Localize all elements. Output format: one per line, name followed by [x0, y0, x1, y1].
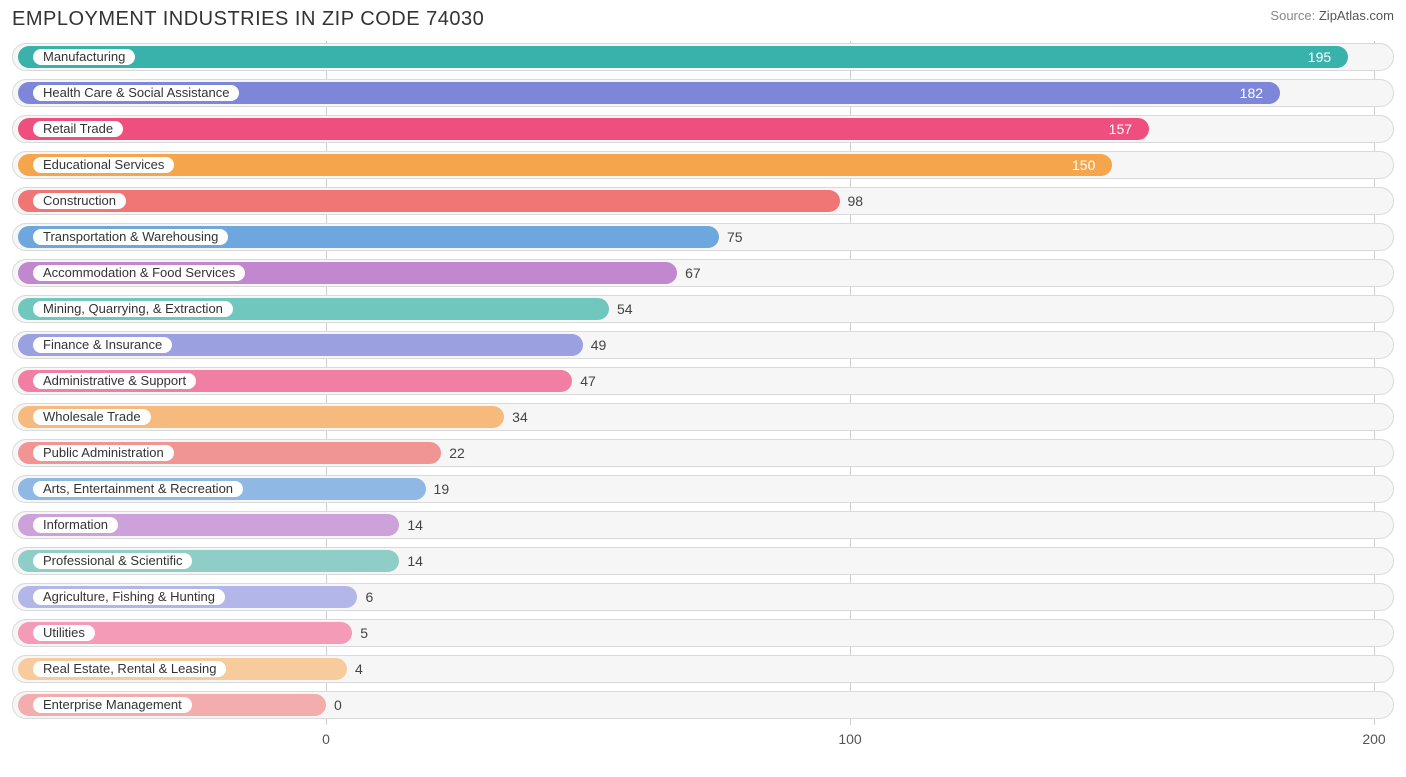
bar-row: Enterprise Management 0 [12, 689, 1394, 721]
value-label: 34 [512, 408, 528, 426]
bar-row: Accommodation & Food Services 67 [12, 257, 1394, 289]
source-value: ZipAtlas.com [1319, 8, 1394, 23]
bar-row: Retail Trade 157 [12, 113, 1394, 145]
bar-row: Real Estate, Rental & Leasing 4 [12, 653, 1394, 685]
value-label: 182 [1240, 84, 1263, 102]
category-pill: Utilities [32, 624, 96, 642]
bar-row: Utilities 5 [12, 617, 1394, 649]
bar-row: Professional & Scientific 14 [12, 545, 1394, 577]
plot-area: Manufacturing195Health Care & Social Ass… [12, 41, 1394, 721]
x-tick-label: 0 [322, 731, 330, 747]
category-pill: Health Care & Social Assistance [32, 84, 240, 102]
x-tick-label: 200 [1362, 731, 1385, 747]
bar-row: Health Care & Social Assistance 182 [12, 77, 1394, 109]
x-tick-label: 100 [838, 731, 861, 747]
value-label: 19 [434, 480, 450, 498]
bar [18, 118, 1149, 140]
bar-row: Administrative & Support 47 [12, 365, 1394, 397]
category-pill: Educational Services [32, 156, 175, 174]
value-label: 98 [848, 192, 864, 210]
category-pill: Administrative & Support [32, 372, 197, 390]
source-label: Source: [1270, 8, 1315, 23]
value-label: 47 [580, 372, 596, 390]
bar [18, 46, 1348, 68]
value-label: 22 [449, 444, 465, 462]
bar-row: Finance & Insurance 49 [12, 329, 1394, 361]
value-label: 5 [360, 624, 368, 642]
bar [18, 190, 840, 212]
chart-source: Source: ZipAtlas.com [1270, 8, 1394, 23]
category-pill: Finance & Insurance [32, 336, 173, 354]
bar-row: Information 14 [12, 509, 1394, 541]
value-label: 14 [407, 552, 423, 570]
bar-row: Agriculture, Fishing & Hunting 6 [12, 581, 1394, 613]
bar-row: Manufacturing 195 [12, 41, 1394, 73]
category-pill: Agriculture, Fishing & Hunting [32, 588, 226, 606]
category-pill: Accommodation & Food Services [32, 264, 246, 282]
bar-row: Educational Services 150 [12, 149, 1394, 181]
category-pill: Manufacturing [32, 48, 136, 66]
category-pill: Wholesale Trade [32, 408, 152, 426]
value-label: 157 [1109, 120, 1132, 138]
bar [18, 154, 1112, 176]
value-label: 195 [1308, 48, 1331, 66]
category-pill: Mining, Quarrying, & Extraction [32, 300, 234, 318]
category-pill: Arts, Entertainment & Recreation [32, 480, 244, 498]
chart-title: EMPLOYMENT INDUSTRIES IN ZIP CODE 74030 [12, 8, 484, 31]
value-label: 67 [685, 264, 701, 282]
value-label: 4 [355, 660, 363, 678]
category-pill: Transportation & Warehousing [32, 228, 229, 246]
category-pill: Professional & Scientific [32, 552, 193, 570]
category-pill: Enterprise Management [32, 696, 193, 714]
category-pill: Construction [32, 192, 127, 210]
value-label: 150 [1072, 156, 1095, 174]
category-pill: Information [32, 516, 119, 534]
value-label: 49 [591, 336, 607, 354]
bar-row: Public Administration 22 [12, 437, 1394, 469]
category-pill: Public Administration [32, 444, 175, 462]
bar-row: Mining, Quarrying, & Extraction 54 [12, 293, 1394, 325]
chart-container: EMPLOYMENT INDUSTRIES IN ZIP CODE 74030 … [0, 0, 1406, 777]
chart-header: EMPLOYMENT INDUSTRIES IN ZIP CODE 74030 … [12, 8, 1394, 31]
value-label: 6 [365, 588, 373, 606]
value-label: 75 [727, 228, 743, 246]
category-pill: Real Estate, Rental & Leasing [32, 660, 227, 678]
value-label: 54 [617, 300, 633, 318]
x-axis: 0 100 200 [12, 725, 1394, 753]
category-pill: Retail Trade [32, 120, 124, 138]
bar-row: Wholesale Trade 34 [12, 401, 1394, 433]
bar-row: Transportation & Warehousing 75 [12, 221, 1394, 253]
value-label: 0 [334, 696, 342, 714]
bar-row: Construction 98 [12, 185, 1394, 217]
value-label: 14 [407, 516, 423, 534]
bar-row: Arts, Entertainment & Recreation 19 [12, 473, 1394, 505]
